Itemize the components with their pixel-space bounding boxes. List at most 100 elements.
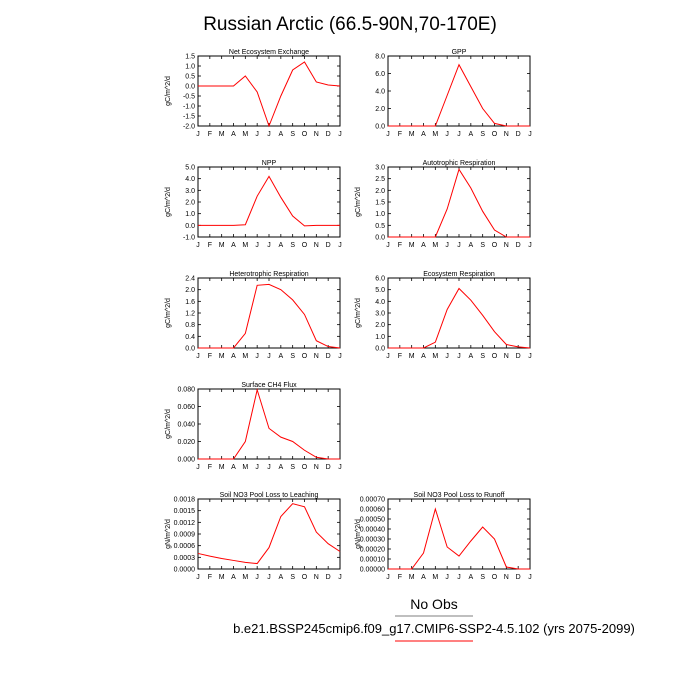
- y-tick-label: -1.0: [183, 104, 195, 111]
- y-tick-label: -0.5: [183, 94, 195, 101]
- x-tick-label: J: [528, 131, 532, 138]
- x-tick-label: J: [386, 574, 390, 581]
- y-tick-label: 5.0: [185, 165, 195, 172]
- y-tick-label: 2.0: [375, 322, 385, 329]
- y-axis-label: gN/m^2/d: [165, 519, 172, 549]
- x-tick-label: J: [196, 353, 200, 360]
- y-tick-label: 0.000: [177, 457, 195, 464]
- series-line: [198, 387, 340, 460]
- x-tick-label: S: [290, 131, 295, 138]
- x-tick-label: J: [445, 242, 449, 249]
- x-tick-label: M: [432, 574, 438, 581]
- x-tick-label: D: [326, 242, 331, 249]
- series-line: [197, 503, 341, 565]
- x-tick-label: J: [445, 353, 449, 360]
- y-tick-label: 2.0: [375, 106, 385, 113]
- y-tick-label: 4.0: [185, 176, 195, 183]
- x-tick-label: J: [457, 353, 461, 360]
- series-line: [388, 507, 530, 570]
- y-tick-label: 0.0: [375, 346, 385, 353]
- x-tick-label: J: [338, 242, 342, 249]
- x-tick-label: F: [208, 353, 212, 360]
- y-tick-label: 0.00020: [360, 547, 385, 554]
- y-tick-label: 2.0: [185, 200, 195, 207]
- x-tick-label: J: [528, 574, 532, 581]
- x-tick-label: N: [504, 574, 509, 581]
- y-tick-label: 0.040: [177, 422, 195, 429]
- x-tick-label: A: [278, 242, 283, 249]
- x-tick-label: M: [242, 574, 248, 581]
- x-tick-label: D: [516, 574, 521, 581]
- x-tick-label: S: [290, 353, 295, 360]
- y-tick-label: 3.0: [185, 188, 195, 195]
- x-tick-label: M: [219, 574, 225, 581]
- x-tick-label: N: [504, 131, 509, 138]
- y-tick-label: 4.0: [375, 299, 385, 306]
- x-tick-label: M: [432, 242, 438, 249]
- x-tick-label: M: [219, 131, 225, 138]
- y-tick-label: 0.0012: [174, 520, 196, 527]
- x-tick-label: A: [278, 353, 283, 360]
- x-tick-label: S: [480, 353, 485, 360]
- x-tick-label: F: [398, 574, 402, 581]
- legend-entry-case: b.e21.BSSP245cmip6.f09_g17.CMIP6-SSP2-4.…: [233, 621, 635, 636]
- x-tick-label: J: [338, 464, 342, 471]
- x-tick-label: S: [290, 464, 295, 471]
- x-tick-label: O: [302, 242, 308, 249]
- x-tick-label: A: [468, 131, 473, 138]
- y-axis-label: gC/m^2/d: [165, 187, 172, 217]
- plot-frame: [387, 55, 531, 127]
- x-tick-label: N: [314, 242, 319, 249]
- series-line: [198, 61, 341, 128]
- x-tick-label: N: [314, 464, 319, 471]
- x-tick-label: J: [267, 574, 271, 581]
- y-axis-label: gC/m^2/d: [355, 298, 362, 328]
- x-tick-label: J: [445, 131, 449, 138]
- x-tick-label: J: [196, 131, 200, 138]
- x-tick-label: A: [231, 131, 236, 138]
- y-tick-label: 0.060: [177, 404, 195, 411]
- y-tick-label: 0.00010: [360, 557, 385, 564]
- y-tick-label: -2.0: [183, 124, 195, 131]
- y-tick-label: 0.0000: [174, 567, 196, 574]
- chart-title: Net Ecosystem Exchange: [229, 49, 309, 56]
- x-tick-label: A: [278, 574, 283, 581]
- x-tick-label: J: [255, 242, 259, 249]
- x-tick-label: M: [432, 353, 438, 360]
- chart-panel: Soil NO3 Pool Loss to LeachinggN/m^2/d0.…: [165, 492, 342, 581]
- x-tick-label: M: [409, 242, 415, 249]
- x-tick-label: O: [492, 574, 498, 581]
- y-tick-label: 0.8: [185, 322, 195, 329]
- y-axis-label: gC/m^2/d: [165, 298, 172, 328]
- x-tick-label: J: [338, 353, 342, 360]
- y-axis-label: gN/m^2/d: [355, 519, 362, 549]
- y-tick-label: 0.0: [375, 235, 385, 242]
- x-tick-label: M: [409, 574, 415, 581]
- y-tick-label: 1.5: [375, 200, 385, 207]
- y-tick-label: 0.0006: [174, 543, 196, 550]
- x-tick-label: A: [468, 574, 473, 581]
- chart-title: Heterotrophic Respiration: [229, 271, 308, 278]
- y-tick-label: 1.0: [375, 334, 385, 341]
- x-tick-label: D: [326, 131, 331, 138]
- x-tick-label: J: [267, 131, 271, 138]
- x-tick-label: M: [219, 353, 225, 360]
- chart-title: Surface CH4 Flux: [241, 382, 297, 389]
- y-tick-label: 0.00060: [360, 507, 385, 514]
- x-tick-label: F: [208, 464, 212, 471]
- x-tick-label: S: [290, 574, 295, 581]
- x-tick-label: M: [409, 353, 415, 360]
- y-tick-label: 0.0: [185, 346, 195, 353]
- x-tick-label: S: [480, 242, 485, 249]
- chart-title: GPP: [452, 49, 467, 56]
- x-tick-label: M: [219, 464, 225, 471]
- x-tick-label: F: [208, 131, 212, 138]
- y-tick-label: 0.4: [185, 334, 195, 341]
- x-tick-label: A: [231, 242, 236, 249]
- x-tick-label: D: [516, 353, 521, 360]
- plot-frame: [197, 277, 341, 349]
- x-tick-label: J: [196, 574, 200, 581]
- x-tick-label: M: [242, 353, 248, 360]
- x-tick-label: F: [208, 574, 212, 581]
